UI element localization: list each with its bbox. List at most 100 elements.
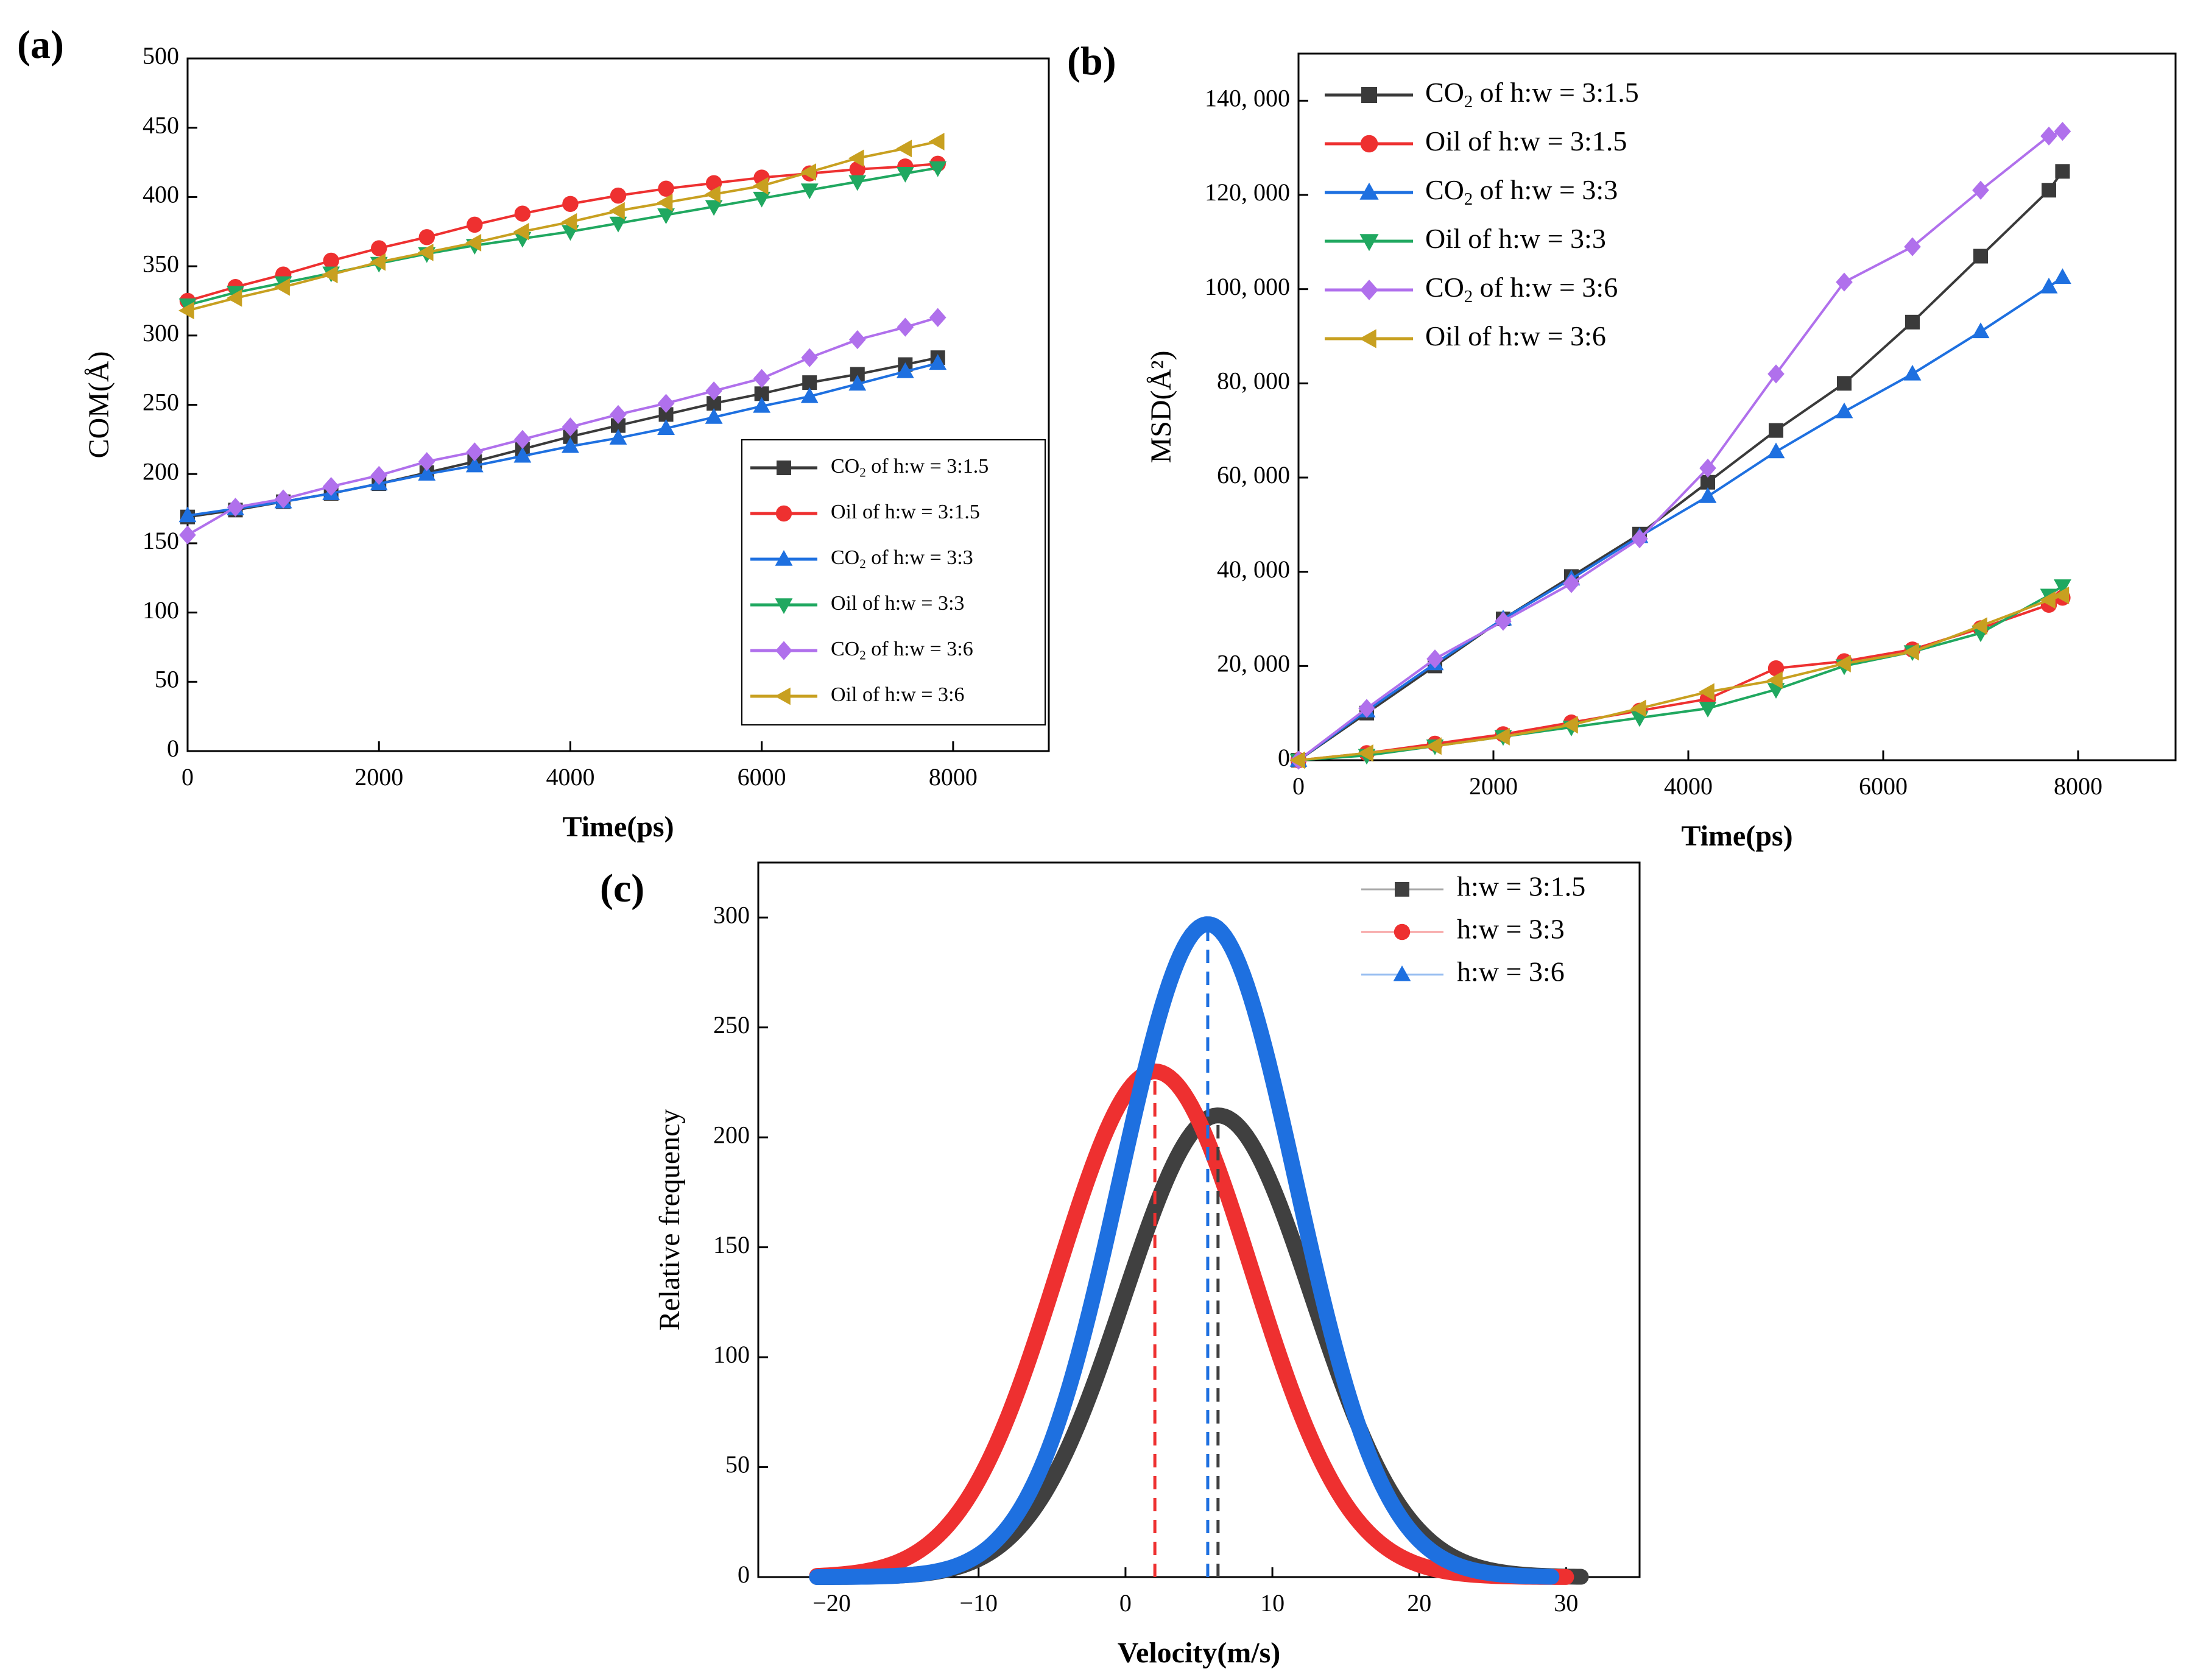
- data-point: [800, 183, 819, 200]
- data-point: [657, 394, 675, 413]
- legend-label: Oil of h:w = 3:3: [831, 592, 964, 615]
- data-point: [1630, 699, 1646, 718]
- y-axis-label: COM(Å): [83, 351, 115, 459]
- legend-marker: [777, 461, 791, 475]
- data-point: [848, 330, 866, 350]
- legend-label: CO2 of h:w = 3:3: [1425, 174, 1618, 209]
- series-line: [1297, 276, 2063, 761]
- y-tick-label: 60, 000: [1217, 461, 1290, 489]
- data-point: [514, 205, 531, 222]
- data-point: [897, 317, 914, 337]
- data-point: [178, 506, 197, 523]
- data-point: [1769, 423, 1783, 438]
- data-point: [609, 216, 627, 233]
- data-point: [1358, 744, 1373, 762]
- data-point: [562, 437, 579, 453]
- data-point: [610, 187, 627, 204]
- series-line: [1297, 130, 2063, 761]
- y-axis-label: MSD(Å²): [1145, 350, 1177, 463]
- data-point: [1562, 716, 1578, 734]
- legend-label: Oil of h:w = 3:3: [1425, 223, 1606, 254]
- legend-label: CO2 of h:w = 3:6: [831, 638, 973, 663]
- legend-label: h:w = 3:1.5: [1457, 871, 1585, 902]
- y-tick-label: 100: [143, 596, 179, 624]
- panel-label-c: (c): [600, 866, 644, 911]
- data-point: [370, 253, 386, 271]
- y-tick-label: 450: [143, 111, 179, 139]
- legend-marker: [775, 598, 793, 614]
- data-point: [752, 177, 769, 195]
- data-point: [1426, 737, 1442, 755]
- data-point: [1973, 249, 1988, 264]
- data-point: [275, 489, 292, 509]
- series-line: [1297, 171, 2064, 761]
- data-point: [2042, 183, 2056, 198]
- data-point: [2054, 122, 2071, 141]
- y-tick-label: 0: [1278, 744, 1290, 771]
- x-tick-label: 0: [181, 763, 194, 791]
- data-point: [657, 419, 675, 435]
- data-point: [1836, 272, 1853, 292]
- data-point: [705, 408, 723, 424]
- data-point: [179, 525, 196, 545]
- legend-marker: [1360, 280, 1378, 300]
- data-point: [465, 456, 484, 473]
- data-point: [1972, 322, 1990, 339]
- y-tick-label: 50: [725, 1451, 750, 1478]
- series-line: [1298, 585, 2063, 761]
- legend-label: Oil of h:w = 3:1.5: [1425, 125, 1627, 157]
- y-tick-label: 0: [738, 1561, 750, 1588]
- data-point: [657, 208, 675, 224]
- legend-label: CO2 of h:w = 3:6: [1425, 272, 1618, 306]
- data-point: [1699, 487, 1717, 503]
- data-point: [705, 185, 721, 203]
- data-point: [2054, 268, 2071, 284]
- x-tick-label: −10: [959, 1589, 998, 1617]
- data-point: [705, 381, 722, 401]
- data-point: [227, 498, 244, 517]
- x-tick-label: −20: [812, 1589, 851, 1617]
- data-point: [848, 149, 864, 168]
- data-point: [2040, 126, 2057, 146]
- legend-label: CO2 of h:w = 3:3: [831, 546, 973, 571]
- data-point: [2054, 579, 2071, 595]
- y-tick-label: 300: [713, 901, 750, 928]
- y-tick-label: 0: [167, 735, 179, 762]
- legend-label: CO2 of h:w = 3:1.5: [1425, 77, 1639, 111]
- legend-marker: [775, 505, 792, 522]
- legend-marker: [1395, 882, 1409, 897]
- data-point: [753, 369, 770, 388]
- x-tick-label: 4000: [1664, 772, 1713, 800]
- data-point: [417, 243, 434, 261]
- data-point: [1835, 402, 1853, 418]
- x-axis-label: Time(ps): [1681, 820, 1792, 852]
- y-tick-label: 200: [143, 457, 179, 485]
- data-point: [178, 302, 194, 320]
- y-tick-label: 150: [713, 1231, 750, 1258]
- x-axis-label: Time(ps): [562, 811, 674, 843]
- legend-marker: [1359, 182, 1379, 200]
- plot-frame: [757, 861, 1641, 1578]
- plot-frame: [1297, 52, 2177, 761]
- data-point: [848, 175, 867, 191]
- legend-marker: [775, 687, 791, 705]
- data-point: [896, 166, 914, 183]
- data-point: [513, 446, 532, 463]
- legend-marker: [1393, 965, 1411, 981]
- data-point: [1358, 699, 1375, 718]
- panel-label-b: (b): [1067, 39, 1116, 83]
- y-tick-label: 100: [713, 1341, 750, 1368]
- data-point: [929, 161, 947, 177]
- data-point: [1767, 671, 1783, 689]
- chart-panel-b: 0 2000 4000 6000 8000 0 20, 000 40, 000 60, 000 8…: [1145, 52, 2177, 852]
- distribution-curve: [809, 1063, 1574, 1585]
- x-tick-label: 4000: [546, 763, 594, 791]
- y-axis-label: Relative frequency: [654, 1109, 686, 1331]
- data-point: [513, 222, 529, 241]
- data-point: [610, 404, 627, 425]
- data-point: [2053, 586, 2070, 604]
- x-tick-label: 6000: [738, 763, 786, 791]
- data-point: [800, 163, 817, 181]
- data-point: [466, 442, 484, 462]
